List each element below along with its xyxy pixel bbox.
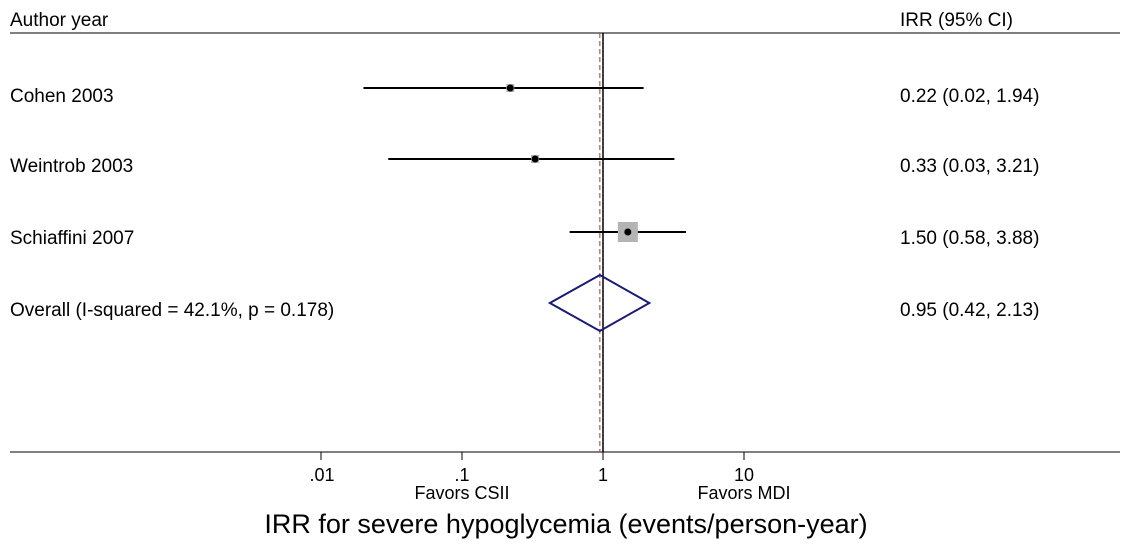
column-header-irr: IRR (95% CI) — [900, 10, 1013, 31]
tick-label-0.01: .01 — [309, 465, 335, 485]
point-estimate-weintrob — [531, 155, 539, 163]
point-estimate-cohen — [506, 84, 514, 92]
tick-label-1: 1 — [597, 465, 609, 485]
study-label-cohen: Cohen 2003 — [10, 86, 114, 107]
estimate-text-schiaffini: 1.50 (0.58, 3.88) — [900, 228, 1040, 249]
tick-label-0.1: .1 — [454, 465, 470, 485]
overall-label: Overall (I-squared = 42.1%, p = 0.178) — [10, 300, 335, 321]
study-label-schiaffini: Schiaffini 2007 — [10, 228, 135, 249]
estimate-text-weintrob: 0.33 (0.03, 3.21) — [900, 156, 1040, 177]
point-estimate-schiaffini — [624, 228, 632, 236]
favors-right-label: Favors MDI — [697, 483, 791, 503]
overall-diamond — [547, 273, 652, 333]
column-header-author: Author year — [10, 10, 109, 31]
x-axis-title: IRR for severe hypoglycemia (events/pers… — [264, 509, 868, 539]
study-label-weintrob: Weintrob 2003 — [10, 156, 134, 177]
favors-left-label: Favors CSII — [414, 483, 510, 503]
estimate-text-cohen: 0.22 (0.02, 1.94) — [900, 86, 1040, 107]
estimate-text-overall: 0.95 (0.42, 2.13) — [900, 300, 1040, 321]
tick-label-10: 10 — [733, 465, 755, 485]
